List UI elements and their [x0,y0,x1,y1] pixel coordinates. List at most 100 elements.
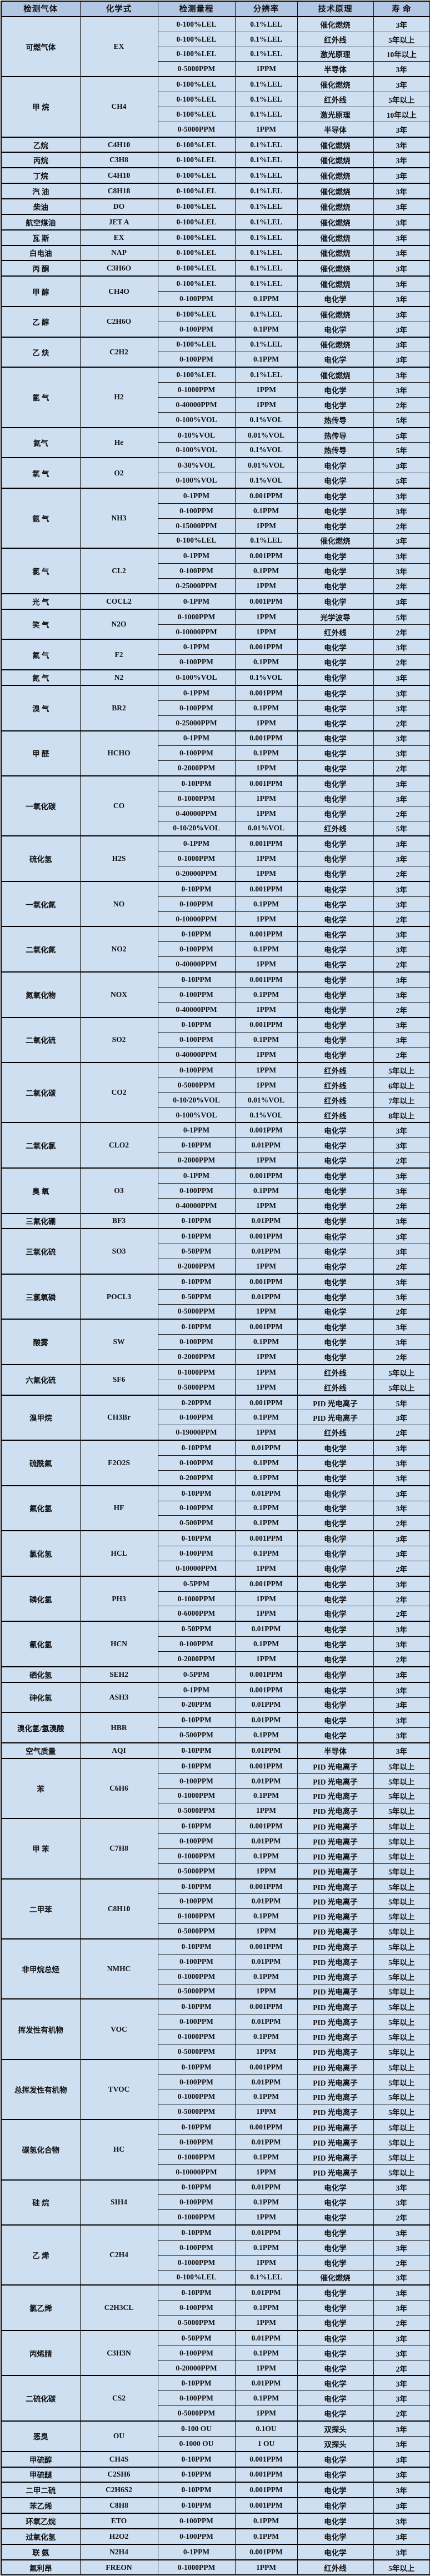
table-row: 硫酰氟 F2O2S 0-10PPM 0.01PPM 电化学 3年 [1,1440,430,1486]
principle-cell: 电化学 [297,2466,374,2483]
principle-cell: 催化燃烧 [297,260,374,277]
resolution-cell: 0.01PPM [234,2284,298,2301]
table-row: 联 氨 N2H4 0-1PPM 0.001PPM 电化学 3年 [1,2543,430,2560]
table-row: 0-25000PPM 1PPM 电化学 2年 [1,578,430,594]
principle-cell: 光学波导 [297,608,374,625]
principle-cell: 电化学 [297,593,374,610]
formula-cell: C2SH6 [79,2466,158,2483]
formula-cell: O2 [79,457,158,489]
table-row: 0-10000PPM 1PPM PID 光电离子 5年以上 [1,2164,430,2181]
lifespan-cell: 5年以上 [373,1364,430,1380]
lifespan-cell: 2年 [373,1349,430,1365]
resolution-cell: 0.01%VOL [234,820,298,836]
formula-cell: HBR [79,1712,158,1743]
formula-cell: ETO [79,2513,158,2529]
gas-name-cell: 三氧化硫 [1,1228,81,1275]
lifespan-cell: 5年 [373,412,430,428]
range-cell: 0-10PPM [157,880,236,897]
range-cell: 0-10PPM [157,2119,236,2135]
lifespan-cell: 3年 [373,790,430,806]
range-cell: 0-1PPM [157,639,236,655]
range-cell: 0-10000PPM [157,2164,236,2181]
range-cell: 0-10PPM [157,1712,236,1728]
principle-cell: 电化学 [297,835,374,852]
gas-name-cell: 丙 酮 [1,260,81,277]
range-cell: 0-100%LEL [157,167,236,184]
resolution-cell: 0.1%LEL [234,367,298,383]
resolution-cell: 0.01PPM [234,2134,298,2150]
range-cell: 0-2000PPM [157,1651,236,1667]
range-cell: 0-40000PPM [157,1047,236,1063]
range-cell: 0-5PPM [157,1666,236,1683]
resolution-cell: 1PPM [234,911,298,927]
resolution-cell: 1PPM [234,1923,298,1939]
resolution-cell: 0.1PPM [234,2089,298,2105]
gas-name-cell: 非甲烷总烃 [1,1938,81,1999]
resolution-cell: 1PPM [234,1001,298,1018]
table-row: 0-2000PPM 1PPM 电化学 2年 [1,1651,430,1667]
resolution-cell: 0.1PPM [234,1546,298,1561]
table-row: 0-5000PPM 1PPM PID 光电离子 5年以上 [1,1863,430,1880]
resolution-cell: 1PPM [234,956,298,973]
lifespan-cell: 3年 [373,2179,430,2196]
table-row: 白电油 NAP 0-100%LEL 0.1%LEL 催化燃烧 3年 [1,244,430,261]
principle-cell: 激光原理 [297,106,374,122]
principle-cell: 红外线 [297,31,374,47]
lifespan-cell: 3年 [373,1742,430,1759]
principle-cell: 红外线 [297,1364,374,1380]
resolution-cell: 0.1PPM [234,1727,298,1743]
resolution-cell: 0.01PPM [234,2014,298,2030]
table-row: 空气质量 AQI 0-10PPM 0.01PPM 半导体 3年 [1,1742,430,1759]
range-cell: 0-10PPM [157,2466,236,2483]
lifespan-cell: 7年以上 [373,1092,430,1108]
gas-name-cell: 酸雾 [1,1319,81,1365]
formula-cell: NO [79,880,158,927]
lifespan-cell: 3年 [373,2239,430,2256]
resolution-cell: 1PPM [234,1863,298,1880]
range-cell: 0-10PPM [157,1938,236,1954]
principle-cell: PID 光电离子 [297,1803,374,1819]
lifespan-cell: 5年以上 [373,2089,430,2105]
principle-cell: PID 光电离子 [297,2134,374,2150]
principle-cell: 电化学 [297,2209,374,2226]
resolution-cell: 1PPM [234,866,298,882]
table-row: 环氧乙烷 ETO 0-100PPM 0.1PPM 电化学 3年 [1,2513,430,2529]
lifespan-cell: 5年 [373,1394,430,1411]
resolution-cell: 0.01PPM [234,1485,298,1501]
lifespan-cell: 2年 [373,2315,430,2331]
resolution-cell: 0.1PPM [234,563,298,579]
lifespan-cell: 5年 [373,608,430,625]
range-cell: 0-100PPM [157,2300,236,2316]
range-cell: 0-100PPM [157,1833,236,1849]
range-cell: 0-100%LEL [157,336,236,353]
resolution-cell: 0.1PPM [234,1032,298,1048]
range-cell: 0-100%LEL [157,106,236,122]
range-cell: 0-50PPM [157,1289,236,1305]
formula-cell: C6H6 [79,1757,158,1819]
lifespan-cell: 5年以上 [373,1983,430,1999]
range-cell: 0-10PPM [157,2450,236,2468]
resolution-cell: 0.001PPM [234,1394,298,1411]
formula-cell: HC [79,2119,158,2181]
resolution-cell: 0.1PPM [234,2345,298,2361]
table-row: 0-2000PPM 1PPM 电化学 2年 [1,760,430,776]
table-row: 二氧化氯 CLO2 0-1PPM 0.001PPM 电化学 3年 [1,1122,430,1169]
table-row: 0-5000PPM 1PPM 电化学 2年 [1,1304,430,1320]
table-row: 笑 气 N2O 0-1000PPM 1PPM 光学波导 5年 [1,608,430,640]
resolution-cell: 1PPM [234,1077,298,1093]
resolution-cell: 0.1%LEL [234,92,298,107]
table-row: 氯乙烯 C2H3CL 0-10PPM 0.01PPM 电化学 3年 [1,2284,430,2331]
table-row: 0-1000PPM 0.1PPM PID 光电离子 5年以上 [1,2149,430,2165]
resolution-cell: 1PPM [234,1591,298,1607]
range-cell: 0-100%LEL [157,367,236,383]
formula-cell: BF3 [79,1212,158,1229]
range-cell: 0-1000PPM [157,1908,236,1925]
gas-name-cell: 氟化氢 [1,1485,81,1531]
resolution-cell: 1PPM [234,1062,298,1078]
resolution-cell: 1PPM [234,2360,298,2376]
lifespan-cell: 3年 [373,198,430,215]
lifespan-cell: 3年 [373,2420,430,2437]
range-cell: 0-10PPM [157,1998,236,2015]
table-row: 氟利昂 FREON 0-1000PPM 1PPM 红外线 5年以上 [1,2559,430,2575]
resolution-cell: 0.1%VOL [234,1107,298,1123]
